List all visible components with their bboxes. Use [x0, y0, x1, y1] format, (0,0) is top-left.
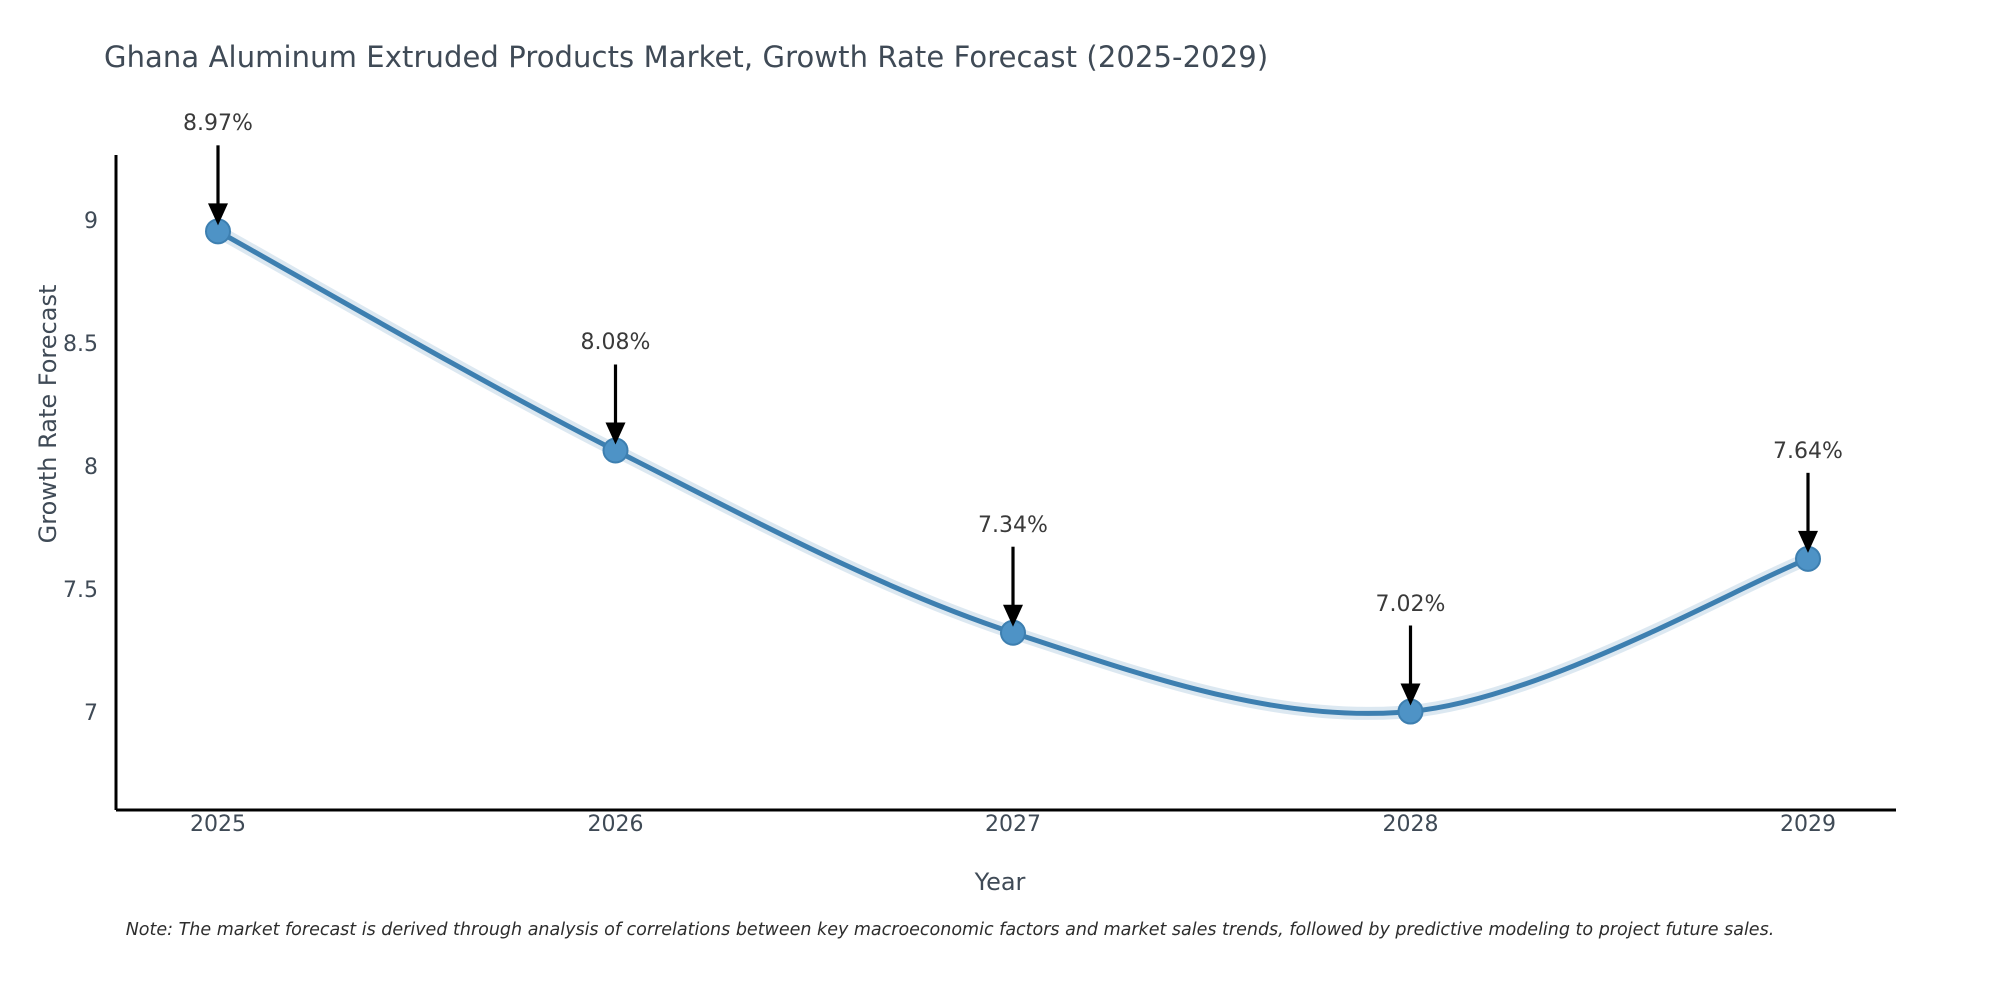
data-point-value-label: 8.08%: [580, 330, 651, 356]
data-point-value-label: 8.97%: [183, 111, 253, 137]
chart-title: Ghana Aluminum Extruded Products Market,…: [104, 40, 1269, 74]
annotation-arrow-head: [605, 422, 626, 445]
data-point-value-label: 7.02%: [1375, 591, 1446, 617]
y-axis-tick-label: 7.5: [63, 578, 98, 604]
x-axis-tick-label: 2027: [985, 812, 1041, 837]
data-point-value-label: 7.64%: [1773, 438, 1843, 464]
annotation-arrow-head: [208, 203, 228, 226]
y-axis-tick-label: 8: [84, 455, 98, 481]
y-axis-tick-label: 9: [84, 208, 98, 234]
data-point-value-label: 7.34%: [978, 512, 1048, 538]
x-axis-title: Year: [974, 868, 1026, 896]
y-axis-tick-label: 7: [84, 701, 98, 727]
x-axis-tick-label: 2025: [190, 812, 246, 837]
annotation-arrow-head: [1798, 530, 1818, 553]
annotation-arrow-head: [1003, 604, 1023, 627]
annotation-arrow-head: [1400, 683, 1421, 706]
data-point-markers: [205, 218, 1821, 725]
x-axis-tick-label: 2026: [587, 812, 644, 837]
x-axis-tick-label: 2029: [1780, 812, 1836, 837]
chart-footnote: Note: The market forecast is derived thr…: [125, 920, 1775, 940]
y-axis-tick-label: 8.5: [63, 332, 98, 358]
annotation-arrows: [208, 145, 1818, 706]
chart-axes: [114, 155, 1896, 812]
x-axis-tick-label: 2028: [1382, 812, 1439, 837]
